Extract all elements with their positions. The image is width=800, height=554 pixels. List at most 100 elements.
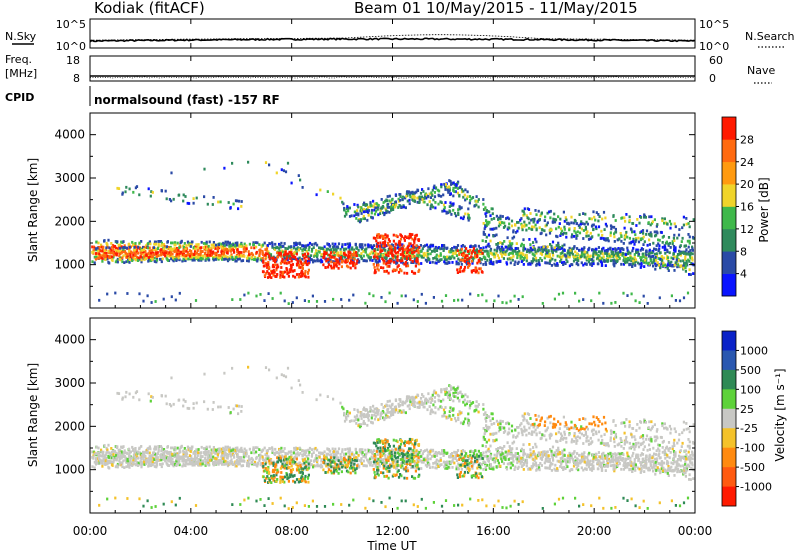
power-cell xyxy=(149,194,152,198)
power-cell xyxy=(217,243,220,247)
power-cell xyxy=(624,235,627,239)
power-cell xyxy=(574,254,577,258)
power-cell xyxy=(379,255,382,259)
power-cell xyxy=(346,242,349,246)
power-cell xyxy=(157,244,160,248)
velocity-cell xyxy=(479,452,482,455)
power-cell xyxy=(404,261,408,264)
velocity-cell xyxy=(454,451,457,454)
power-cell xyxy=(183,254,186,257)
power-cell xyxy=(166,259,170,262)
velocity-cell xyxy=(109,452,112,456)
velocity-cell xyxy=(335,450,338,454)
power-cell xyxy=(354,242,357,246)
power-cell xyxy=(267,266,271,269)
power-cell xyxy=(419,244,422,247)
power-cell xyxy=(477,244,480,248)
power-cell xyxy=(375,239,378,243)
velocity-cell xyxy=(384,462,388,466)
power-cell xyxy=(266,244,269,247)
power-cell xyxy=(549,243,552,246)
power-cell xyxy=(555,249,558,253)
power-cell xyxy=(459,185,462,189)
power-cell xyxy=(333,251,336,255)
power-cell xyxy=(275,171,278,175)
velocity-cell xyxy=(301,462,304,466)
velocity-cell xyxy=(414,451,417,454)
power-cell xyxy=(275,268,278,272)
velocity-cell xyxy=(422,458,426,461)
power-cell xyxy=(575,237,578,240)
velocity-cell xyxy=(256,463,259,467)
power-cell xyxy=(195,196,198,200)
power-cell xyxy=(390,259,393,263)
velocity-cell xyxy=(316,463,319,466)
power-cell xyxy=(207,249,210,253)
power-cell xyxy=(247,250,250,253)
velocity-cell xyxy=(283,462,286,466)
power-cell xyxy=(451,261,454,264)
power-cell xyxy=(636,248,639,252)
power-cell xyxy=(121,251,124,254)
power-cell xyxy=(143,247,146,251)
velocity-cell xyxy=(188,447,191,450)
power-cell xyxy=(528,238,531,241)
power-cell xyxy=(384,236,387,240)
power-cell xyxy=(598,291,601,295)
power-cell xyxy=(652,241,655,245)
power-cell xyxy=(523,223,527,227)
power-cell xyxy=(540,246,543,250)
power-cell xyxy=(418,201,421,204)
power-cell xyxy=(653,230,656,234)
power-cell xyxy=(173,247,176,250)
power-cell xyxy=(537,248,540,251)
power-cell xyxy=(407,244,410,247)
power-cell xyxy=(137,259,140,262)
power-cell xyxy=(448,250,451,254)
power-cell xyxy=(649,223,652,227)
power-cell xyxy=(595,211,598,214)
power-cell xyxy=(437,260,440,263)
power-cell xyxy=(554,218,558,222)
power-cell xyxy=(296,263,299,267)
power-cell xyxy=(431,188,434,192)
power-cell xyxy=(98,252,101,256)
power-cell xyxy=(128,247,131,251)
power-cell xyxy=(640,258,643,262)
power-cell xyxy=(662,234,665,238)
velocity-cell xyxy=(202,447,206,450)
power-cell xyxy=(504,224,507,228)
velocity-cell xyxy=(464,454,467,458)
velocity-cell xyxy=(343,453,346,456)
velocity-cell xyxy=(421,452,424,456)
velocity-cell xyxy=(471,464,475,467)
power-cell xyxy=(632,259,635,263)
power-cell xyxy=(283,299,286,303)
power-cell xyxy=(676,236,679,240)
velocity-cell xyxy=(443,465,446,469)
power-colorbar-tick: 16 xyxy=(740,201,754,214)
power-cell xyxy=(412,298,415,302)
power-cell xyxy=(475,267,478,271)
power-cell xyxy=(588,217,591,221)
power-cell xyxy=(428,200,431,203)
power-cell xyxy=(240,205,243,208)
power-cell xyxy=(355,251,358,254)
power-cell xyxy=(674,299,677,302)
power-cell xyxy=(394,194,398,197)
power-cell xyxy=(691,252,694,256)
power-cell xyxy=(624,257,627,261)
power-cell xyxy=(389,251,392,255)
power-cell xyxy=(232,243,235,247)
velocity-cell xyxy=(260,450,263,453)
power-cell xyxy=(578,226,581,229)
power-cell xyxy=(390,205,393,209)
velocity-cell xyxy=(240,447,243,451)
power-cell xyxy=(464,212,467,216)
power-cell xyxy=(211,252,214,256)
velocity-cell xyxy=(278,448,281,452)
power-cell xyxy=(296,247,299,251)
power-cell xyxy=(364,250,367,254)
power-cell xyxy=(486,258,489,262)
velocity-data-cells xyxy=(91,365,695,510)
